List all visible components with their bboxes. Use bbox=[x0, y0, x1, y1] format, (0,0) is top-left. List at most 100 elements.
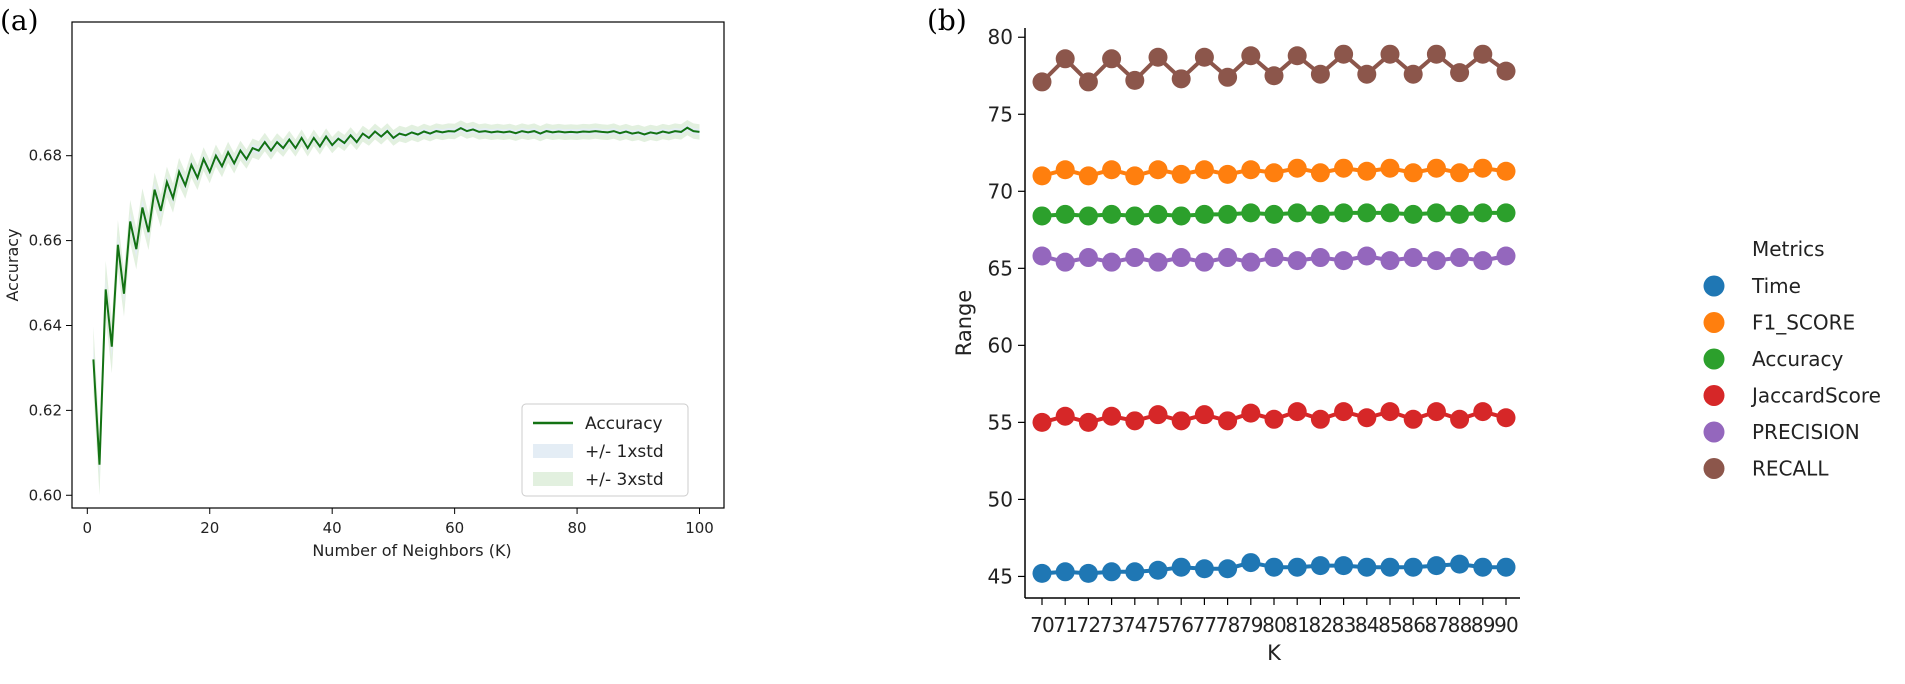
data-point-jaccardscore bbox=[1055, 406, 1075, 426]
legend-title-b: Metrics bbox=[1752, 237, 1825, 261]
data-point-jaccardscore bbox=[1380, 402, 1400, 422]
data-point-recall bbox=[1450, 63, 1470, 83]
data-point-f1-score bbox=[1334, 158, 1354, 178]
data-point-jaccardscore bbox=[1032, 412, 1052, 432]
data-point-precision bbox=[1218, 248, 1238, 268]
data-point-recall bbox=[1473, 44, 1493, 64]
legend-label-b: RECALL bbox=[1752, 457, 1829, 481]
data-point-recall bbox=[1078, 72, 1098, 92]
data-point-time bbox=[1357, 557, 1377, 577]
data-point-jaccardscore bbox=[1241, 403, 1261, 423]
data-point-time bbox=[1241, 553, 1261, 573]
data-point-time bbox=[1218, 559, 1238, 579]
data-point-accuracy bbox=[1032, 206, 1052, 226]
data-point-f1-score bbox=[1218, 164, 1238, 184]
y-tick-label-a: 0.66 bbox=[29, 232, 62, 250]
data-point-recall bbox=[1102, 49, 1122, 69]
data-point-precision bbox=[1032, 246, 1052, 266]
x-tick-label-b: 82 bbox=[1308, 613, 1332, 637]
legend-label-b: PRECISION bbox=[1752, 420, 1860, 444]
legend-swatch-band bbox=[533, 472, 573, 486]
chart-a-accuracy-vs-k: 0 20 40 60 80 100 0.60 0.62 0.64 0.66 0.68 Number o… bbox=[3, 21, 725, 560]
data-point-precision bbox=[1055, 252, 1075, 272]
data-point-f1-score bbox=[1032, 166, 1052, 186]
data-point-time bbox=[1380, 557, 1400, 577]
data-point-time bbox=[1473, 557, 1493, 577]
data-point-precision bbox=[1426, 251, 1446, 271]
data-point-jaccardscore bbox=[1310, 409, 1330, 429]
data-point-f1-score bbox=[1055, 160, 1075, 180]
data-point-recall bbox=[1218, 67, 1238, 87]
y-tick-label-b: 70 bbox=[988, 179, 1013, 203]
data-point-accuracy bbox=[1078, 206, 1098, 226]
data-point-f1-score bbox=[1264, 163, 1284, 183]
data-point-accuracy bbox=[1473, 203, 1493, 223]
x-tick-label-a: 80 bbox=[568, 519, 587, 537]
y-tick-label-a: 0.60 bbox=[29, 486, 62, 504]
data-point-precision bbox=[1380, 251, 1400, 271]
legend-marker-b bbox=[1703, 348, 1725, 370]
data-point-f1-score bbox=[1357, 161, 1377, 181]
data-point-jaccardscore bbox=[1194, 405, 1214, 425]
legend-label-b: Time bbox=[1751, 274, 1801, 298]
data-point-recall bbox=[1055, 49, 1075, 69]
data-point-accuracy bbox=[1496, 203, 1516, 223]
legend-marker-b bbox=[1703, 385, 1725, 406]
data-point-f1-score bbox=[1241, 160, 1261, 180]
data-point-recall bbox=[1334, 44, 1354, 64]
data-point-time bbox=[1055, 562, 1075, 582]
data-point-accuracy bbox=[1380, 203, 1400, 223]
x-tick-label-b: 74 bbox=[1123, 613, 1147, 637]
x-tick-label-b: 79 bbox=[1239, 613, 1263, 637]
data-point-precision bbox=[1357, 246, 1377, 266]
data-point-jaccardscore bbox=[1125, 411, 1145, 431]
legend-marker-b bbox=[1703, 275, 1725, 297]
x-tick-label-b: 70 bbox=[1030, 613, 1054, 637]
y-tick-label-b: 80 bbox=[988, 25, 1013, 49]
data-point-recall bbox=[1426, 44, 1446, 64]
data-point-time bbox=[1078, 563, 1098, 583]
x-tick-label-a: 40 bbox=[323, 519, 342, 537]
data-point-jaccardscore bbox=[1287, 402, 1307, 422]
data-point-accuracy bbox=[1403, 204, 1423, 224]
legend-label-a: Accuracy bbox=[585, 414, 663, 434]
data-point-f1-score bbox=[1496, 161, 1516, 181]
data-point-recall bbox=[1241, 46, 1261, 66]
data-point-precision bbox=[1194, 252, 1214, 272]
panel-b-tag: (b) bbox=[927, 4, 967, 37]
data-point-accuracy bbox=[1218, 204, 1238, 224]
data-point-f1-score bbox=[1403, 163, 1423, 183]
data-point-jaccardscore bbox=[1171, 411, 1191, 431]
data-point-recall bbox=[1496, 61, 1516, 81]
x-tick-label-b: 89 bbox=[1471, 613, 1495, 637]
y-tick-label-a: 0.64 bbox=[29, 316, 62, 334]
data-point-jaccardscore bbox=[1334, 402, 1354, 422]
legend-label-b: F1_SCORE bbox=[1752, 311, 1855, 335]
data-point-time bbox=[1426, 556, 1446, 576]
data-point-time bbox=[1334, 556, 1354, 576]
data-point-precision bbox=[1264, 248, 1284, 268]
data-point-jaccardscore bbox=[1426, 402, 1446, 422]
data-point-time bbox=[1148, 560, 1168, 580]
data-point-recall bbox=[1310, 64, 1330, 84]
data-point-accuracy bbox=[1171, 206, 1191, 226]
x-tick-label-a: 100 bbox=[685, 519, 714, 537]
data-point-accuracy bbox=[1241, 203, 1261, 223]
data-point-recall bbox=[1171, 69, 1191, 89]
data-point-time bbox=[1194, 559, 1214, 579]
y-tick-label-b: 60 bbox=[988, 333, 1013, 357]
data-point-precision bbox=[1310, 248, 1330, 268]
x-tick-label-b: 78 bbox=[1216, 613, 1240, 637]
data-point-accuracy bbox=[1357, 203, 1377, 223]
data-point-recall bbox=[1125, 70, 1145, 90]
data-point-time bbox=[1450, 554, 1470, 574]
data-point-time bbox=[1171, 557, 1191, 577]
x-tick-label-b: 80 bbox=[1262, 613, 1286, 637]
data-point-jaccardscore bbox=[1078, 412, 1098, 432]
data-point-accuracy bbox=[1310, 204, 1330, 224]
plot-frame-a bbox=[71, 21, 725, 509]
y-axis-label-a: Accuracy bbox=[3, 228, 22, 301]
data-point-f1-score bbox=[1473, 158, 1493, 178]
data-point-precision bbox=[1287, 251, 1307, 271]
data-point-recall bbox=[1148, 47, 1168, 67]
